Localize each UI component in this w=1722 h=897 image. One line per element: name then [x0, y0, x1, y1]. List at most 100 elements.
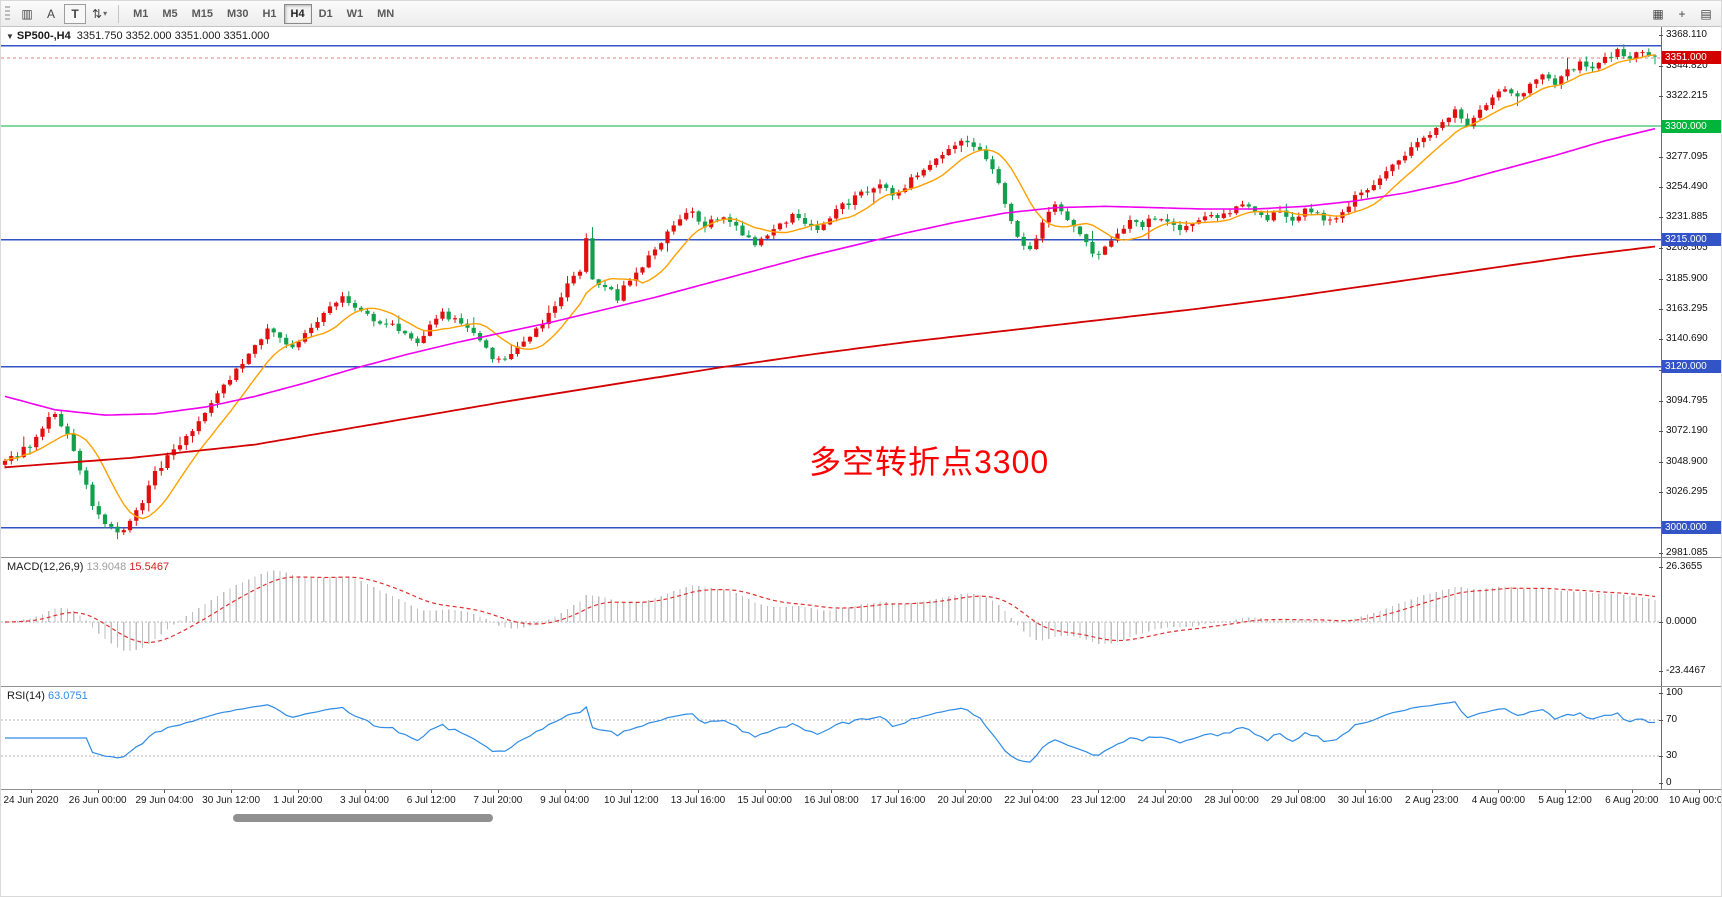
rsi-value: 63.0751: [47, 690, 88, 702]
price-tick-label: 3368.110: [1659, 28, 1707, 40]
time-tick: [164, 790, 166, 793]
level-box-3120: 3120.000: [1662, 360, 1721, 374]
toolbar: ▥ A T ⇅ ▾ M1 M5 M15 M30 H1 H4 D1 W1 MN ▦ + ▤: [1, 1, 1721, 27]
timeframe-button-m1[interactable]: M1: [126, 4, 155, 24]
time-label: 6 Aug 20:00: [1605, 795, 1659, 806]
macd-label: MACD(12,26,9) 13.9048 15.5467: [7, 561, 169, 573]
toolbar-separator: [118, 4, 120, 23]
time-tick: [1565, 790, 1567, 793]
price-axis[interactable]: 3368.110 3344.820 3322.215 3277.095 3254.490…: [1659, 27, 1721, 558]
macd-tick-label: 26.3655: [1658, 560, 1703, 572]
time-label: 3 Jul 04:00: [340, 795, 389, 806]
time-label: 20 Jul 20:00: [937, 795, 993, 806]
price-tick-label: 3322.215: [1659, 90, 1708, 102]
macd-title: MACD(12,26,9): [7, 561, 84, 573]
time-label: 10 Aug 00:00: [1669, 795, 1722, 806]
rsi-tick-label: 100: [1659, 687, 1683, 698]
time-tick: [631, 790, 633, 793]
macd-main-value: 13.9048: [86, 561, 127, 573]
time-tick: [31, 790, 32, 793]
time-tick: [764, 790, 766, 793]
text-tool-icon[interactable]: T: [64, 3, 86, 24]
rsi-label: RSI(14) 63.0751: [7, 690, 88, 702]
price-tick-label: 3048.900: [1659, 456, 1708, 468]
objects-list-icon[interactable]: ▤: [1695, 4, 1717, 24]
ohlc-readout: 3351.750 3352.000 3351.000 3351.000: [76, 30, 270, 42]
timeframe-button-d1[interactable]: D1: [312, 4, 340, 24]
time-label: 1 Jul 20:00: [273, 795, 323, 806]
horizontal-scrollbar[interactable]: [233, 814, 493, 822]
scale-toggle-icon[interactable]: ⇅ ▾: [88, 4, 111, 24]
time-label: 26 Jun 00:00: [68, 795, 127, 806]
objects-list-glyph: ▤: [1700, 6, 1712, 21]
rsi-tick-label: 70: [1658, 714, 1678, 725]
price-tick-label: 3185.900: [1659, 272, 1708, 284]
time-tick: [1231, 790, 1233, 793]
timeframe-button-h1[interactable]: H1: [255, 4, 283, 24]
price-tick-label: 3277.095: [1659, 150, 1708, 162]
time-tick: [1698, 790, 1700, 793]
time-label: 5 Aug 12:00: [1538, 795, 1592, 806]
rsi-canvas[interactable]: [1, 687, 1661, 789]
timeframe-button-w1[interactable]: W1: [340, 4, 371, 24]
autotrading-glyph: A: [46, 6, 55, 21]
time-label: 17 Jul 16:00: [870, 795, 926, 806]
rsi-panel: RSI(14) 63.0751 100 70 30 0: [1, 686, 1721, 789]
macd-tick-label: -23.4467: [1658, 665, 1706, 677]
time-label: 22 Jul 04:00: [1004, 795, 1059, 806]
candlestick-canvas[interactable]: [1, 27, 1661, 557]
time-tick: [1164, 790, 1166, 793]
timeframe-button-m15[interactable]: M15: [185, 4, 220, 24]
time-label: 29 Jun 04:00: [135, 795, 194, 806]
time-tick: [1098, 790, 1100, 793]
time-label: 13 Jul 16:00: [670, 795, 726, 806]
time-tick: [1298, 790, 1300, 793]
symbol-header: ▼ SP500-,H4 3351.750 3352.000 3351.000 335…: [6, 30, 269, 42]
time-label: 9 Jul 04:00: [540, 795, 590, 806]
time-tick: [831, 790, 833, 793]
time-tick: [1365, 790, 1366, 793]
time-label: 24 Jul 20:00: [1137, 795, 1193, 806]
crosshair-icon[interactable]: +: [1671, 4, 1693, 24]
time-tick: [898, 790, 900, 793]
timeframe-button-mn[interactable]: MN: [370, 4, 401, 24]
time-tick: [698, 790, 699, 793]
time-label: 6 Jul 12:00: [406, 795, 456, 806]
price-tick-label: 3208.505: [1659, 242, 1708, 254]
symbol-title: SP500-,H4: [16, 30, 71, 42]
chart-style-glyph: ▥: [21, 6, 33, 21]
bottom-area: [1, 810, 1721, 896]
macd-canvas[interactable]: [1, 558, 1661, 686]
macd-axis[interactable]: 26.3655 0.0000 -23.4467: [1658, 558, 1721, 686]
time-tick: [1631, 790, 1633, 793]
price-tick-label: 3026.295: [1659, 486, 1708, 498]
grid-icon[interactable]: ▦: [1647, 4, 1669, 24]
time-label: 7 Jul 20:00: [473, 795, 523, 806]
time-label: 15 Jul 00:00: [737, 795, 792, 806]
price-tick-label: 3140.690: [1659, 333, 1708, 345]
crosshair-glyph: +: [1678, 6, 1686, 21]
price-tick-label: 3072.190: [1659, 424, 1708, 436]
autotrading-icon[interactable]: A: [40, 4, 62, 24]
time-axis[interactable]: 24 Jun 2020 26 Jun 00:00 29 Jun 04:00 30 Ju…: [1, 789, 1721, 810]
timeframe-button-m30[interactable]: M30: [220, 4, 255, 24]
price-tick-label: 3344.820: [1659, 60, 1708, 72]
rsi-tick-label: 0: [1659, 777, 1672, 788]
time-tick: [97, 790, 99, 793]
time-tick: [564, 790, 566, 793]
time-label: 16 Jul 08:00: [804, 795, 859, 806]
chart-annotation[interactable]: 多空转折点3300: [809, 444, 1050, 480]
timeframe-button-h4[interactable]: H4: [283, 3, 312, 24]
timeframe-group: M1 M5 M15 M30 H1 H4 D1 W1 MN: [126, 3, 401, 24]
timeframe-button-m5[interactable]: M5: [155, 4, 184, 24]
collapse-arrow-icon[interactable]: ▼: [6, 32, 14, 41]
chart-style-icon[interactable]: ▥: [16, 4, 38, 24]
rsi-axis[interactable]: 100 70 30 0: [1658, 687, 1721, 789]
level-box-3215: 3215.000: [1662, 233, 1721, 247]
rsi-tick-label: 30: [1658, 750, 1678, 761]
time-tick: [431, 790, 433, 793]
toolbar-grip[interactable]: [5, 5, 10, 22]
time-tick: [231, 790, 233, 793]
time-label: 30 Jun 12:00: [202, 795, 261, 806]
